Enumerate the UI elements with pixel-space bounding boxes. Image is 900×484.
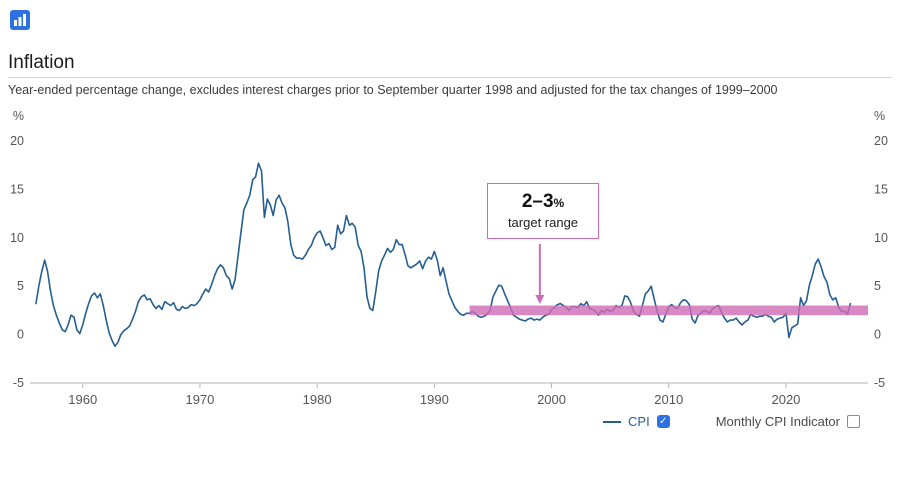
legend-item-monthly-cpi[interactable]: Monthly CPI Indicator — [716, 414, 860, 429]
inflation-chart: 1960 1970 1980 1990 2000 2010 2020-5 -50 05 510 10… — [10, 109, 888, 407]
y-tick-label-right: 15 — [874, 182, 888, 196]
y-tick-label-left: 0 — [17, 328, 24, 342]
legend-item-cpi[interactable]: CPI — [603, 414, 670, 429]
x-tick-label: 1990 — [420, 392, 449, 407]
x-tick-label: 2010 — [654, 392, 683, 407]
y-tick-label-left: 5 — [17, 279, 24, 293]
y-tick-label-left: 20 — [10, 134, 24, 148]
y-tick-label-left: 10 — [10, 231, 24, 245]
target-band — [469, 305, 868, 316]
y-axis-unit-left: % — [13, 109, 24, 123]
title-divider — [8, 77, 892, 78]
x-tick-label: 2020 — [771, 392, 800, 407]
x-tick-label: 2000 — [537, 392, 566, 407]
y-tick-label-right: 20 — [874, 134, 888, 148]
legend-label-monthly-cpi: Monthly CPI Indicator — [715, 414, 840, 429]
y-tick-label-right: -5 — [874, 376, 885, 390]
target-range-annotation: 2–3% target range — [487, 183, 599, 239]
cpi-checkbox[interactable] — [656, 415, 670, 428]
x-tick-label: 1960 — [68, 392, 97, 407]
annotation-text: target range — [507, 215, 579, 230]
annotation-value: 2–3 — [521, 191, 554, 212]
x-tick-label: 1980 — [303, 392, 332, 407]
annotation-arrow-head — [535, 295, 545, 304]
y-tick-label-right: 5 — [874, 279, 881, 293]
y-tick-label-left: 15 — [10, 182, 24, 196]
page-title: Inflation — [8, 52, 75, 73]
y-tick-label-left: -5 — [13, 376, 24, 390]
y-axis-unit-right: % — [874, 109, 885, 123]
annotation-unit: % — [553, 196, 565, 210]
chart-subtitle: Year-ended percentage change, excludes i… — [8, 83, 778, 97]
y-tick-label-right: 0 — [874, 328, 881, 342]
chart-legend: CPI Monthly CPI Indicator — [603, 414, 860, 429]
monthly-cpi-checkbox[interactable] — [847, 415, 860, 428]
bar-chart-icon[interactable] — [10, 10, 30, 30]
x-tick-label: 1970 — [185, 392, 214, 407]
y-tick-label-right: 10 — [874, 231, 888, 245]
cpi-line-swatch — [603, 420, 622, 423]
legend-label-cpi: CPI — [628, 414, 650, 429]
cpi-line — [35, 162, 852, 347]
